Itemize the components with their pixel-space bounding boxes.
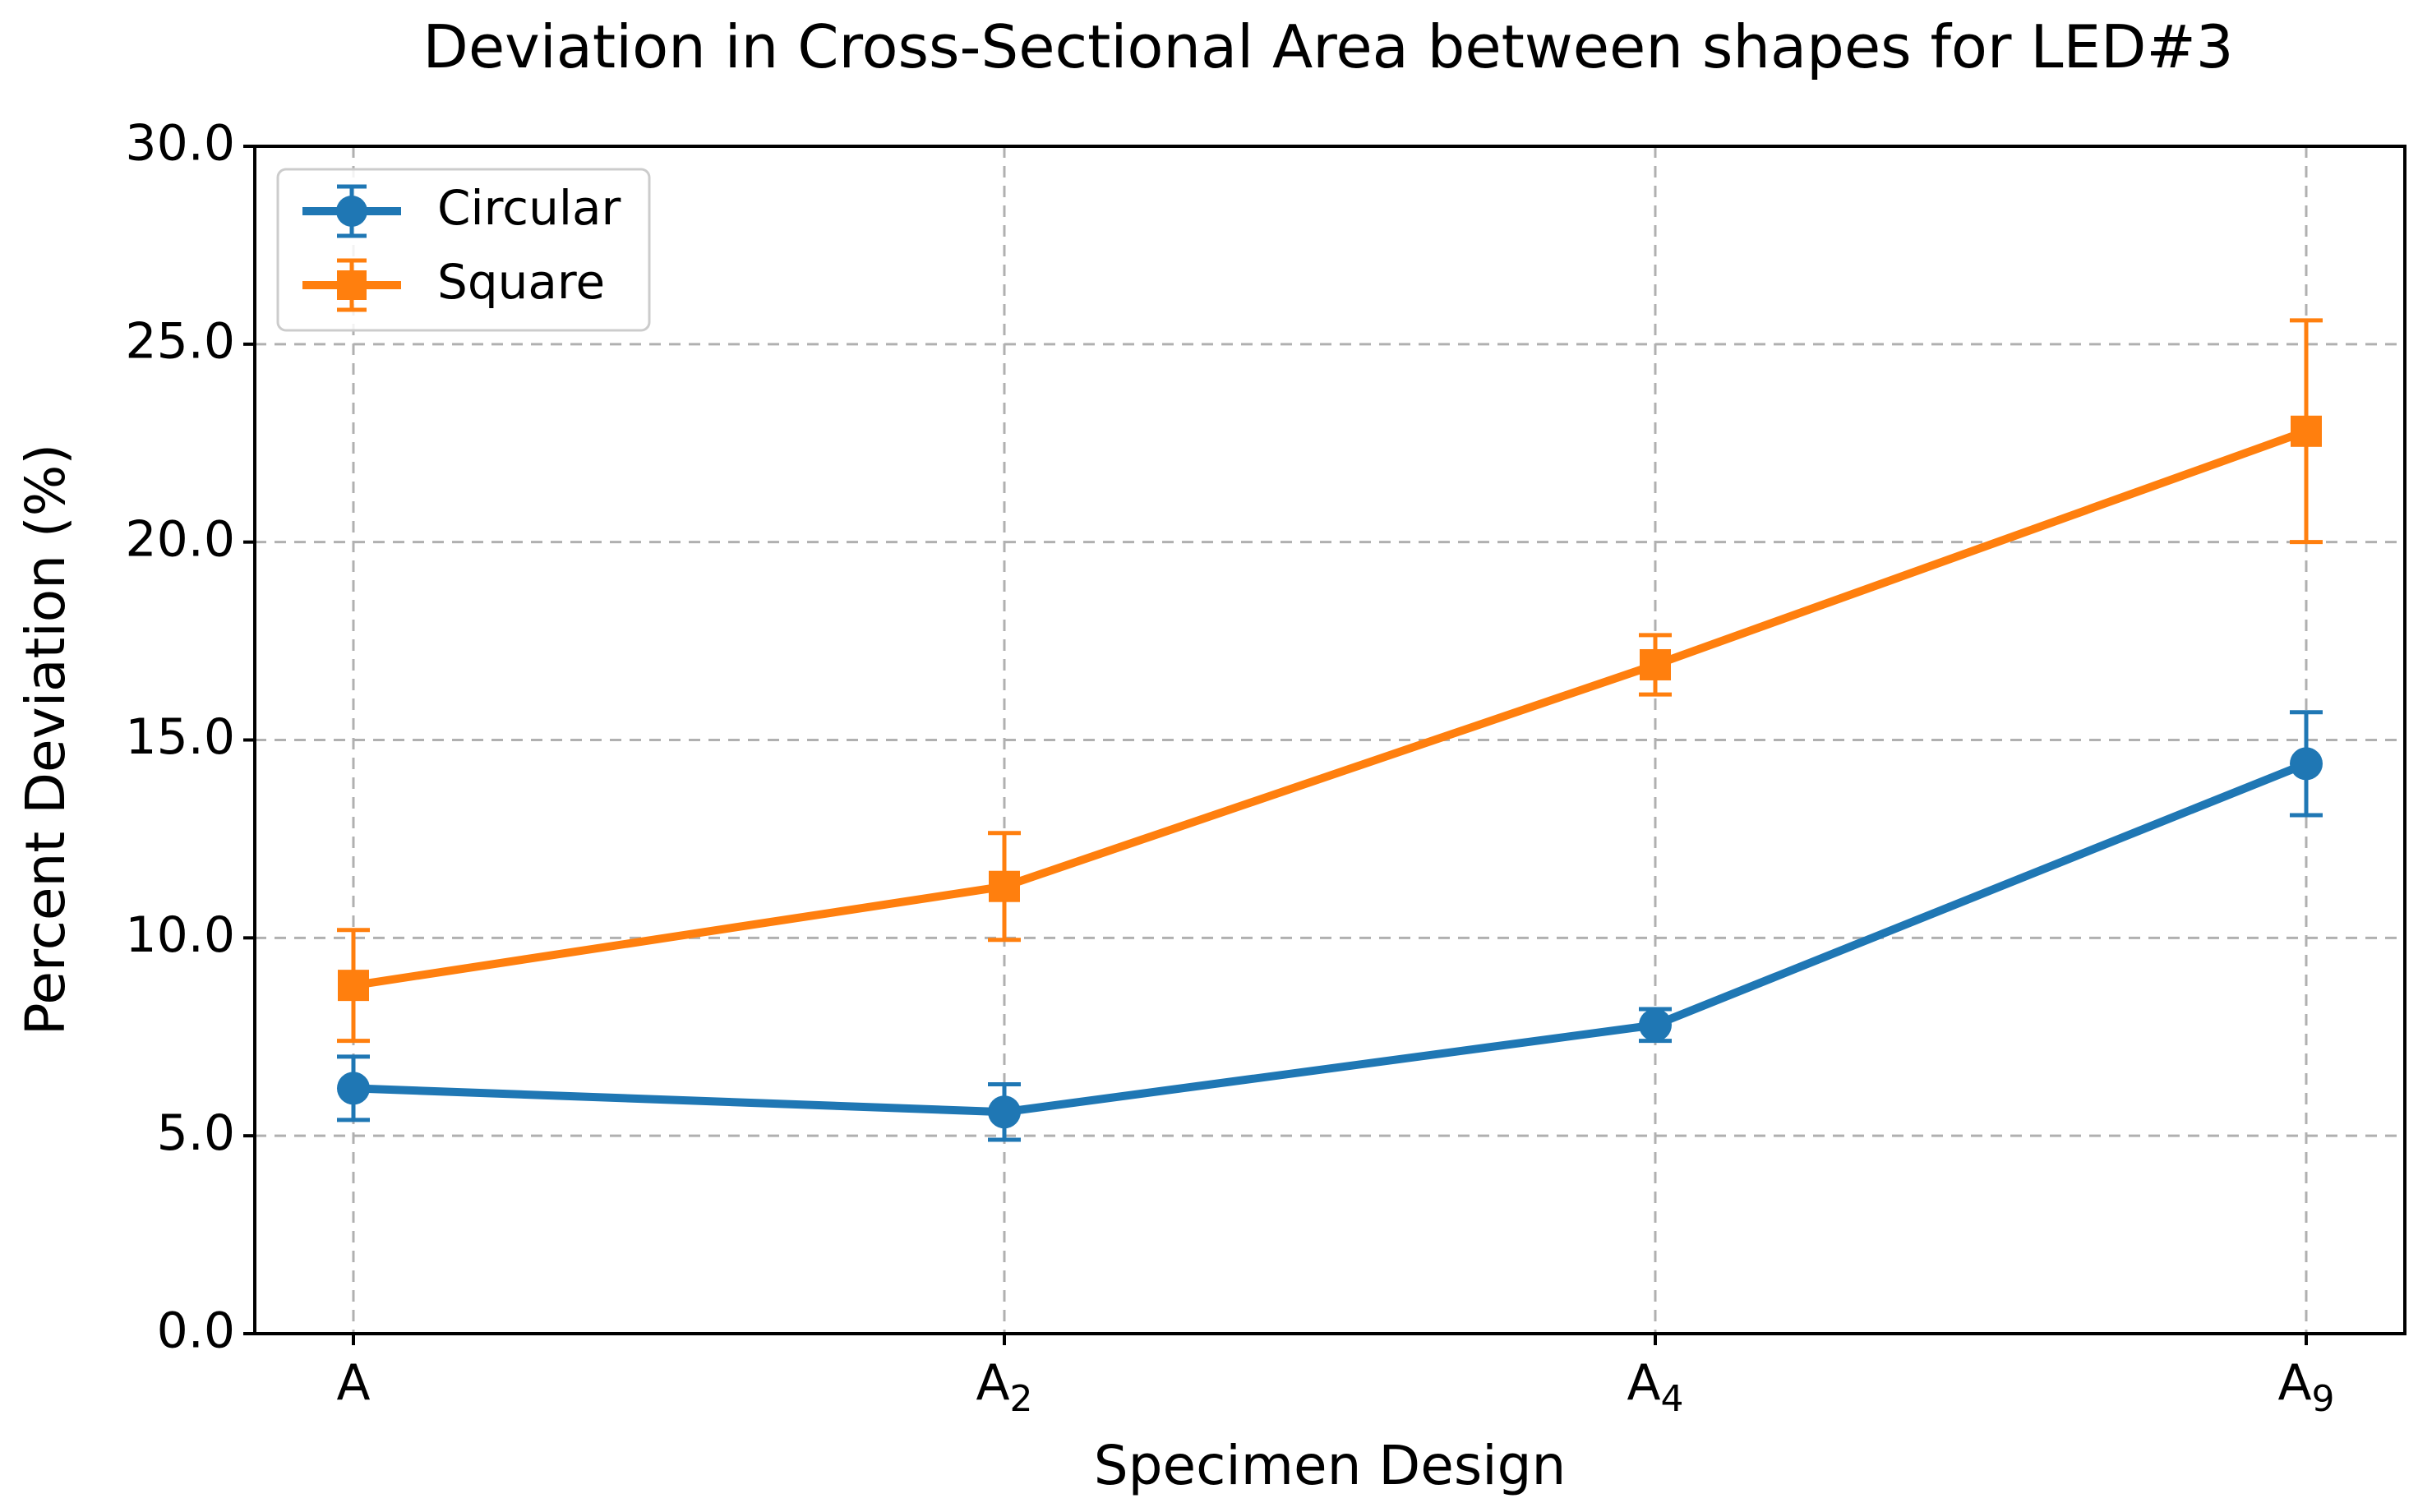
data-point-square — [1640, 648, 1671, 680]
y-axis-ticks: 0.0 5.0 10.0 15.0 20.0 25.0 30.0 — [125, 115, 255, 1360]
data-point-circular — [337, 1072, 370, 1105]
x-tick-label: A4 — [1627, 1354, 1683, 1420]
x-tick-label: A9 — [2277, 1354, 2334, 1420]
legend-label-circular: Circular — [437, 180, 621, 236]
legend-marker-circular — [336, 196, 367, 227]
legend-entry-circular: Circular — [302, 180, 621, 238]
y-tick-label: 15.0 — [125, 708, 235, 766]
data-point-circular — [988, 1095, 1021, 1129]
x-axis-ticks: A A2 A4 A9 — [336, 1334, 2335, 1420]
data-point-circular — [1639, 1008, 1672, 1042]
x-tick-label: A — [336, 1354, 370, 1412]
data-point-square — [2291, 415, 2322, 447]
y-tick-label: 10.0 — [125, 906, 235, 964]
series-circular — [337, 710, 2323, 1142]
y-tick-label: 20.0 — [125, 510, 235, 568]
y-axis-label: Percent Deviation (%) — [14, 444, 77, 1035]
series-line-square — [353, 427, 2308, 990]
series-layer — [337, 318, 2323, 1142]
y-tick-label: 30.0 — [125, 115, 235, 173]
legend: Circular Square — [276, 168, 651, 332]
series-square — [337, 318, 2323, 1044]
series-line-circular — [353, 759, 2308, 1117]
legend-marker-square — [337, 270, 367, 300]
y-tick-label: 25.0 — [125, 312, 235, 370]
data-point-square — [989, 870, 1020, 902]
y-tick-label: 0.0 — [157, 1302, 235, 1360]
legend-entry-square: Square — [302, 254, 605, 312]
x-axis-label: Specimen Design — [1094, 1434, 1567, 1497]
legend-label-square: Square — [437, 254, 605, 310]
x-tick-label: A2 — [976, 1354, 1032, 1420]
y-tick-label: 5.0 — [157, 1104, 235, 1162]
data-point-square — [338, 970, 369, 1002]
chart-title: Deviation in Cross-Sectional Area betwee… — [422, 12, 2233, 81]
data-point-circular — [2290, 747, 2323, 781]
